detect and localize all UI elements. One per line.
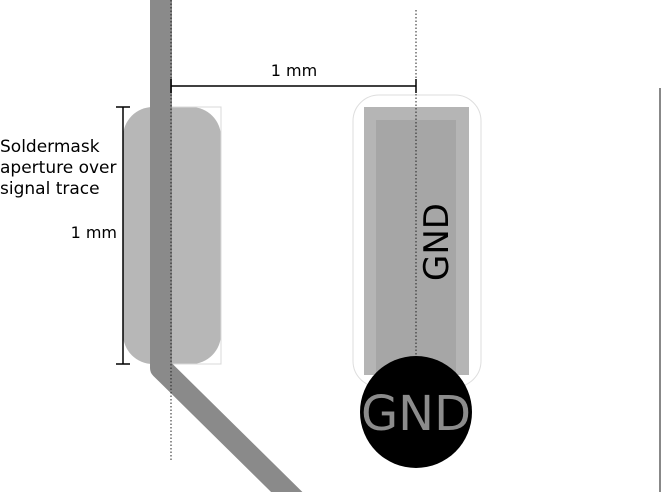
vertical-dimension: 1 mm (71, 106, 130, 365)
soldermask-note-line-1: Soldermask (0, 137, 100, 157)
gnd-via (360, 356, 472, 468)
horizontal-dimension-label: 1 mm (271, 61, 317, 80)
horizontal-dimension: 1 mm (170, 61, 417, 93)
signal-trace (150, 0, 303, 492)
soldermask-note: Soldermask aperture over signal trace (0, 137, 117, 200)
vertical-dimension-label: 1 mm (71, 223, 117, 242)
pad-net-label: GND (417, 203, 457, 281)
soldermask-note-line-3: signal trace (0, 179, 100, 199)
soldermask-note-line-2: aperture over (0, 158, 117, 178)
via-net-label: GND (361, 386, 471, 442)
